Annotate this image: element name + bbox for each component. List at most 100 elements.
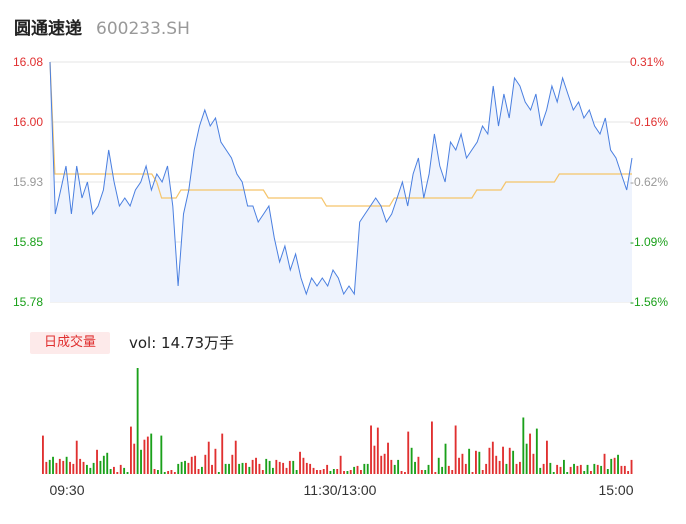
- volume-bar: [238, 463, 241, 474]
- volume-bar: [187, 462, 190, 474]
- volume-tab[interactable]: 日成交量: [30, 332, 110, 354]
- volume-bar: [319, 470, 322, 474]
- volume-bar: [363, 463, 366, 474]
- volume-readout: vol: 14.73万手: [129, 334, 234, 352]
- volume-bar: [190, 456, 193, 474]
- volume-bar: [113, 466, 115, 474]
- volume-bar: [45, 461, 48, 474]
- volume-bar: [265, 458, 268, 474]
- volume-bar: [610, 458, 613, 474]
- volume-bar: [397, 459, 400, 474]
- avg-price-line: [49, 61, 632, 207]
- volume-bar: [431, 421, 433, 474]
- volume-bar: [126, 472, 129, 474]
- volume-bar: [360, 470, 362, 474]
- volume-bar: [502, 446, 504, 474]
- volume-bar: [563, 459, 565, 474]
- y-tick-label-left: 15.85: [13, 235, 43, 249]
- volume-bar: [52, 456, 54, 474]
- volume-bar: [167, 471, 170, 474]
- volume-bar: [481, 470, 484, 474]
- y-tick-label-right: -1.56%: [630, 295, 668, 309]
- stock-name: 圆通速递: [14, 19, 82, 39]
- volume-bar: [512, 450, 515, 474]
- volume-bar: [343, 471, 345, 474]
- volume-bar: [529, 433, 531, 474]
- volume-bars: [42, 368, 633, 474]
- volume-bar: [309, 463, 312, 474]
- volume-bar: [539, 467, 542, 474]
- y-tick-label-right: -0.62%: [630, 175, 668, 189]
- y-tick-label-right: -0.16%: [630, 115, 668, 129]
- volume-bar: [447, 465, 450, 474]
- volume-bar: [522, 417, 525, 474]
- volume-bar: [116, 472, 119, 474]
- volume-bar: [275, 459, 278, 474]
- volume-bar: [600, 465, 603, 474]
- volume-bar: [86, 464, 88, 474]
- volume-bar: [140, 449, 142, 474]
- volume-bar: [508, 447, 511, 474]
- volume-bar: [302, 457, 305, 474]
- volume-bar: [316, 470, 318, 474]
- volume-bar: [542, 463, 545, 474]
- volume-bar: [593, 463, 596, 474]
- volume-bar: [613, 457, 616, 474]
- volume-bar: [370, 425, 372, 474]
- volume-bar: [559, 466, 562, 474]
- volume-bar: [620, 465, 623, 474]
- volume-bar: [404, 472, 406, 474]
- volume-bar: [596, 464, 599, 474]
- volume-bar: [245, 462, 247, 474]
- volume-bar: [458, 457, 460, 474]
- volume-bar: [583, 471, 586, 474]
- volume-bar: [549, 462, 552, 474]
- volume-bar: [55, 462, 58, 474]
- volume-bar: [292, 460, 295, 474]
- volume-bar: [82, 461, 85, 474]
- volume-bar: [532, 453, 535, 474]
- volume-bar: [234, 440, 237, 474]
- volume-bar: [566, 472, 569, 474]
- volume-bar: [569, 466, 572, 474]
- volume-bar: [491, 441, 494, 474]
- volume-bar: [464, 463, 467, 474]
- volume-bar: [353, 466, 356, 474]
- volume-bar: [390, 459, 393, 474]
- volume-bar: [123, 467, 126, 474]
- volume-bar: [488, 447, 491, 474]
- volume-bar: [373, 445, 376, 474]
- stock-header: 圆通速递 600233.SH: [14, 14, 190, 39]
- volume-bar: [180, 461, 183, 474]
- volume-bar: [546, 440, 548, 474]
- volume-bar: [579, 464, 582, 474]
- volume-bar: [586, 464, 589, 474]
- volume-bar: [204, 454, 207, 474]
- volume-bar: [366, 463, 369, 474]
- volume-bar: [136, 368, 139, 474]
- volume-bar: [119, 464, 122, 474]
- volume-bar: [184, 460, 186, 474]
- volume-bar: [58, 458, 61, 474]
- y-axis-left: 16.08 16.00 15.93 15.85 15.78: [13, 55, 43, 309]
- volume-bar: [407, 431, 410, 474]
- volume-bar: [268, 460, 271, 474]
- volume-bar: [146, 436, 149, 474]
- volume-bar: [295, 470, 298, 474]
- volume-bar: [207, 441, 210, 474]
- volume-bar: [468, 448, 471, 474]
- volume-bar: [251, 459, 254, 474]
- volume-bar: [241, 462, 244, 474]
- volume-bar: [272, 467, 274, 474]
- volume-bar: [519, 461, 521, 474]
- volume-bar: [278, 461, 281, 474]
- y-tick-label-left: 16.00: [13, 115, 43, 129]
- volume-bar: [495, 455, 498, 474]
- volume-bar: [400, 471, 403, 474]
- volume-bar: [380, 455, 383, 474]
- volume-bar: [89, 467, 92, 474]
- volume-bar: [197, 469, 200, 474]
- volume-bar: [157, 470, 159, 474]
- volume-bar: [414, 461, 416, 474]
- volume-bar: [153, 469, 156, 474]
